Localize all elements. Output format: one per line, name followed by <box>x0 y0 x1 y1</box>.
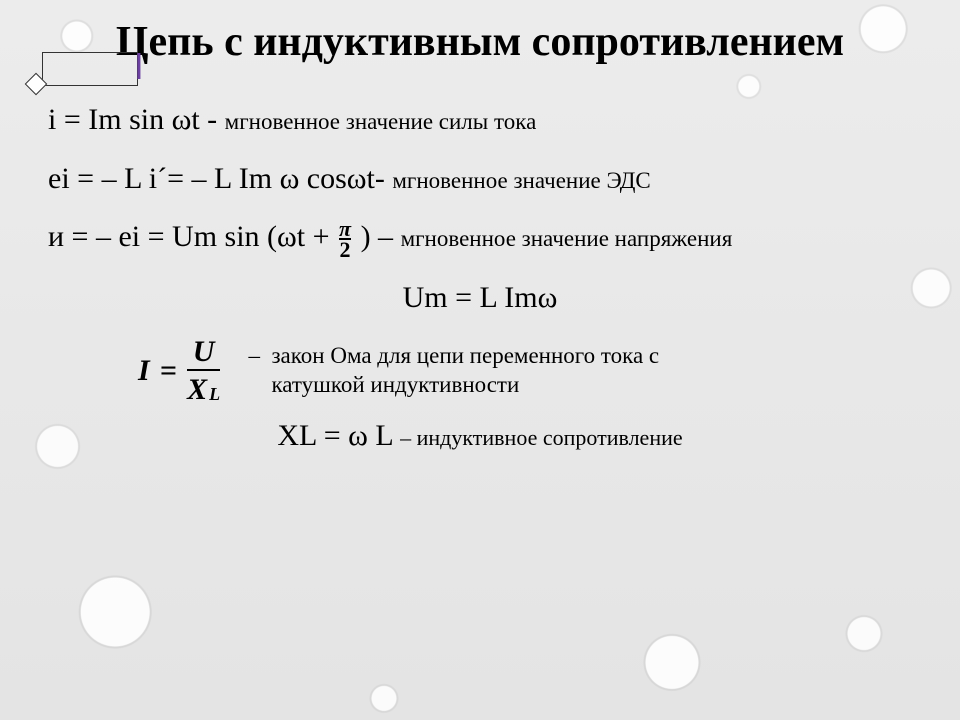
formula-emf-desc: мгновенное значение ЭДС <box>392 168 650 193</box>
ohm-num: U <box>187 337 221 369</box>
formula-voltage: и = – ei = Um sin (ωt + π 2 ) – мгновенн… <box>48 217 912 260</box>
ohm-eq: = <box>160 354 177 388</box>
ohm-desc-line2: катушкой индуктивности <box>271 372 519 397</box>
formula-current-expr: i = Im sin ωt - <box>48 103 225 136</box>
ohm-law-desc: – закон Ома для цепи переменного тока с … <box>248 342 659 400</box>
formula-current: i = Im sin ωt - мгновенное значение силы… <box>48 100 912 141</box>
xl-dash: – <box>400 425 417 450</box>
xl-desc: индуктивное сопротивление <box>417 425 683 450</box>
formula-voltage-right: ) – <box>361 220 401 253</box>
pi-den: 2 <box>340 240 351 260</box>
ohm-den-sub: L <box>209 385 220 405</box>
annotation-rectangle <box>42 52 138 86</box>
annotation-scribble: |||||| <box>136 50 139 78</box>
xl-expr: XL = ω L <box>277 419 400 452</box>
editor-annotation-textbox[interactable]: |||||| <box>28 52 148 96</box>
formula-um: Um = L Imω <box>48 278 912 319</box>
formula-current-desc: мгновенное значение силы тока <box>225 109 537 134</box>
pi-over-2: π 2 <box>339 219 351 261</box>
formula-voltage-desc: мгновенное значение напряжения <box>401 226 733 251</box>
slide-title: Цепь с индуктивным сопротивлением <box>48 18 912 66</box>
ohm-lhs: I <box>138 354 150 388</box>
ohm-fraction: U X L <box>187 337 221 405</box>
ohm-dash: – <box>248 343 260 368</box>
formula-emf-expr: ei = – L i´= – L Im ω cosωt- <box>48 162 392 195</box>
ohm-law-row: I = U X L – закон Ома для цепи переменно… <box>138 337 912 405</box>
formula-voltage-left: и = – ei = Um sin (ωt + <box>48 220 330 253</box>
slide: |||||| Цепь с индуктивным сопротивлением… <box>0 0 960 720</box>
ohm-den-main: X <box>187 375 207 405</box>
ohm-law-formula: I = U X L <box>138 337 220 405</box>
formula-xl: XL = ω L – индуктивное сопротивление <box>48 419 912 453</box>
formula-emf: ei = – L i´= – L Im ω cosωt- мгновенное … <box>48 159 912 200</box>
pi-num: π <box>339 219 351 239</box>
ohm-desc-line1: закон Ома для цепи переменного тока с <box>271 343 659 368</box>
ohm-den: X L <box>187 371 220 405</box>
